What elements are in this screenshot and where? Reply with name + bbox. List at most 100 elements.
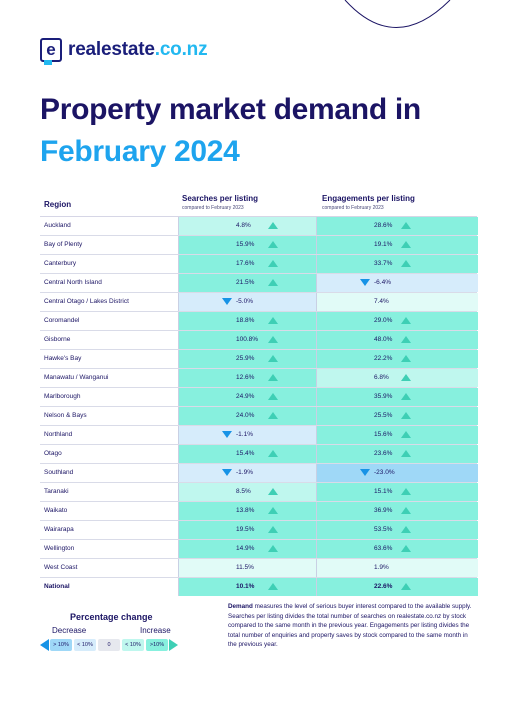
engagements-value: 33.7% [374, 260, 393, 267]
up-arrow-icon [401, 412, 411, 419]
up-arrow-icon [268, 545, 278, 552]
engagements-cell: 25.5% [316, 407, 478, 425]
searches-cell: 18.8% [178, 312, 317, 330]
engagements-value: 48.0% [374, 336, 393, 343]
table-row: Otago 15.4% 23.6% [40, 445, 478, 464]
searches-value: 10.1% [236, 583, 255, 590]
region-name: Nelson & Bays [44, 412, 87, 419]
engagements-value: 22.6% [374, 583, 393, 590]
up-arrow-icon [268, 583, 278, 590]
legend-title: Percentage change [70, 612, 153, 622]
page-title: Property market demand in [40, 93, 421, 126]
up-arrow-icon [401, 545, 411, 552]
searches-cell: 17.6% [178, 255, 317, 273]
table-row: Auckland 4.8% 28.6% [40, 217, 478, 236]
table-row: Central Otago / Lakes District -5.0% 7.4% [40, 293, 478, 312]
down-arrow-icon [222, 469, 232, 476]
logo-wordmark: realestate.co.nz [68, 39, 208, 60]
table-row: Central North Island 21.5% -6.4% [40, 274, 478, 293]
up-arrow-icon [268, 507, 278, 514]
region-name: Wellington [44, 545, 75, 552]
searches-cell: -5.0% [178, 293, 317, 311]
up-arrow-icon [268, 488, 278, 495]
up-arrow-icon [401, 355, 411, 362]
engagements-cell: 23.6% [316, 445, 478, 463]
legend-box-big-decrease: > 10% [50, 639, 72, 651]
region-name: Otago [44, 450, 62, 457]
engagements-cell: 15.6% [316, 426, 478, 444]
header-region: Region [44, 200, 72, 209]
engagements-value: 35.9% [374, 393, 393, 400]
up-arrow-icon [268, 355, 278, 362]
engagements-value: 19.1% [374, 241, 393, 248]
table-row: Nelson & Bays 24.0% 25.5% [40, 407, 478, 426]
up-arrow-icon [268, 260, 278, 267]
searches-value: 18.8% [236, 317, 255, 324]
table-body: Auckland 4.8% 28.6% Bay of Plenty 15.9% 19.1%… [40, 217, 478, 596]
up-arrow-icon [268, 222, 278, 229]
up-arrow-icon [268, 450, 278, 457]
engagements-cell: 19.1% [316, 236, 478, 254]
searches-value: 15.4% [236, 450, 255, 457]
table-row: Bay of Plenty 15.9% 19.1% [40, 236, 478, 255]
legend-scale: > 10% < 10% 0 < 10% >10% [40, 639, 178, 651]
searches-value: 11.5% [236, 564, 254, 571]
searches-cell: 100.8% [178, 331, 317, 349]
engagements-cell: 6.8% [316, 369, 478, 387]
region-name: Auckland [44, 222, 71, 229]
region-name: Central North Island [44, 279, 102, 286]
down-arrow-icon [222, 431, 232, 438]
engagements-value: 22.2% [374, 355, 393, 362]
table-row: Coromandel 18.8% 29.0% [40, 312, 478, 331]
engagements-value: 15.1% [374, 488, 393, 495]
up-arrow-icon [401, 583, 411, 590]
up-arrow-icon [401, 507, 411, 514]
engagements-cell: 1.9% [316, 559, 478, 577]
up-arrow-icon [401, 222, 411, 229]
engagements-value: 6.8% [374, 374, 389, 381]
region-name: West Coast [44, 564, 78, 571]
region-name: Gisborne [44, 336, 71, 343]
legend-increase-label: Increase [140, 626, 171, 635]
up-arrow-icon [268, 336, 278, 343]
table-row: Canterbury 17.6% 33.7% [40, 255, 478, 274]
searches-cell: 15.9% [178, 236, 317, 254]
engagements-cell: 15.1% [316, 483, 478, 501]
header-searches: Searches per listing compared to Februar… [182, 194, 259, 211]
up-arrow-icon [401, 526, 411, 533]
down-arrow-icon [222, 298, 232, 305]
engagements-value: -6.4% [374, 279, 391, 286]
searches-cell: 21.5% [178, 274, 317, 292]
engagements-value: 29.0% [374, 317, 393, 324]
searches-value: 24.9% [236, 393, 255, 400]
region-name: Wairarapa [44, 526, 74, 533]
region-name: Canterbury [44, 260, 77, 267]
engagements-cell: 28.6% [316, 217, 478, 235]
brand-logo: e realestate.co.nz [40, 38, 208, 65]
region-name: Waikato [44, 507, 68, 514]
region-name: Marlborough [44, 393, 81, 400]
searches-value: 21.5% [236, 279, 255, 286]
engagements-cell: -23.0% [316, 464, 478, 482]
region-name: Northland [44, 431, 73, 438]
searches-value: -5.0% [236, 298, 253, 305]
header-engagements: Engagements per listing compared to Febr… [322, 194, 415, 211]
searches-cell: 12.6% [178, 369, 317, 387]
region-name: National [44, 583, 70, 590]
region-name: Bay of Plenty [44, 241, 83, 248]
legend-box-zero: 0 [98, 639, 120, 651]
engagements-cell: -6.4% [316, 274, 478, 292]
searches-value: 19.5% [236, 526, 255, 533]
searches-cell: 10.1% [178, 578, 317, 596]
table-header: Region Searches per listing compared to … [40, 190, 477, 217]
searches-cell: 4.8% [178, 217, 317, 235]
searches-value: 13.8% [236, 507, 255, 514]
table-row: Northland -1.1% 15.6% [40, 426, 478, 445]
region-name: Manawatu / Wanganui [44, 374, 109, 381]
engagements-value: 36.9% [374, 507, 393, 514]
searches-cell: 11.5% [178, 559, 317, 577]
searches-value: 8.5% [236, 488, 251, 495]
up-arrow-icon [268, 412, 278, 419]
engagements-value: -23.0% [374, 469, 395, 476]
up-arrow-icon [401, 374, 411, 381]
